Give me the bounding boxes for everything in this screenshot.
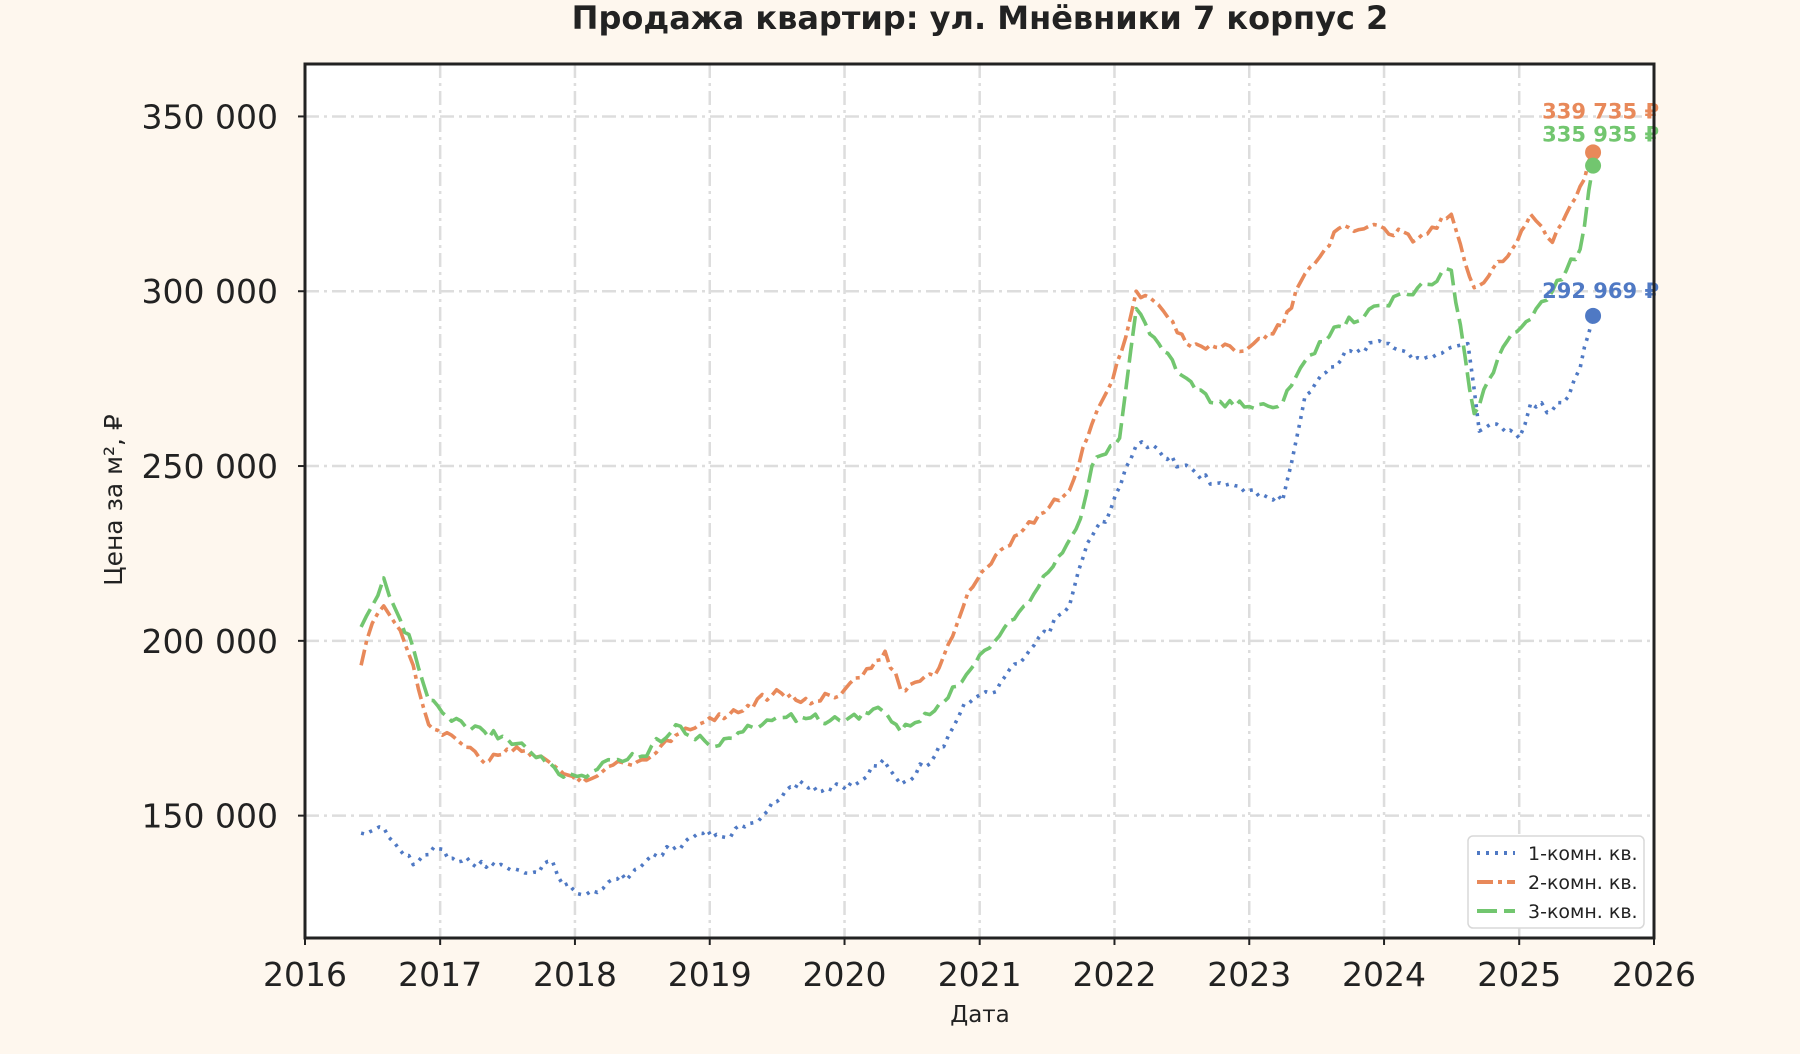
x-tick-label: 2023 xyxy=(1207,955,1291,994)
x-tick-label: 2026 xyxy=(1612,955,1696,994)
x-tick-label: 2022 xyxy=(1072,955,1156,994)
y-tick-label: 300 000 xyxy=(142,272,278,311)
x-tick-label: 2019 xyxy=(668,955,752,994)
legend-label: 1-комн. кв. xyxy=(1528,843,1638,865)
legend-label: 2-комн. кв. xyxy=(1528,872,1638,894)
last-value-marker xyxy=(1585,308,1601,324)
x-tick-label: 2025 xyxy=(1477,955,1561,994)
x-tick-label: 2024 xyxy=(1342,955,1426,994)
y-tick-label: 250 000 xyxy=(142,447,278,486)
x-tick-label: 2018 xyxy=(533,955,617,994)
y-tick-label: 200 000 xyxy=(142,622,278,661)
last-value-label: 339 735 ₽ xyxy=(1542,99,1659,123)
last-value-marker xyxy=(1585,158,1601,174)
x-tick-label: 2016 xyxy=(263,955,347,994)
chart-title: Продажа квартир: ул. Мнёвники 7 корпус 2 xyxy=(572,0,1389,37)
y-axis-label: Цена за м², ₽ xyxy=(99,414,128,586)
x-tick-label: 2020 xyxy=(803,955,887,994)
legend-label: 3-комн. кв. xyxy=(1528,901,1638,923)
x-tick-label: 2021 xyxy=(938,955,1022,994)
last-value-label: 335 935 ₽ xyxy=(1542,123,1659,147)
y-tick-label: 150 000 xyxy=(142,797,278,836)
y-tick-label: 350 000 xyxy=(142,97,278,136)
x-axis-label: Дата xyxy=(950,1002,1010,1028)
legend: 1-комн. кв. 2-комн. кв. 3-комн. кв. xyxy=(1468,836,1644,928)
last-value-label: 292 969 ₽ xyxy=(1542,279,1659,303)
x-tick-label: 2017 xyxy=(398,955,482,994)
